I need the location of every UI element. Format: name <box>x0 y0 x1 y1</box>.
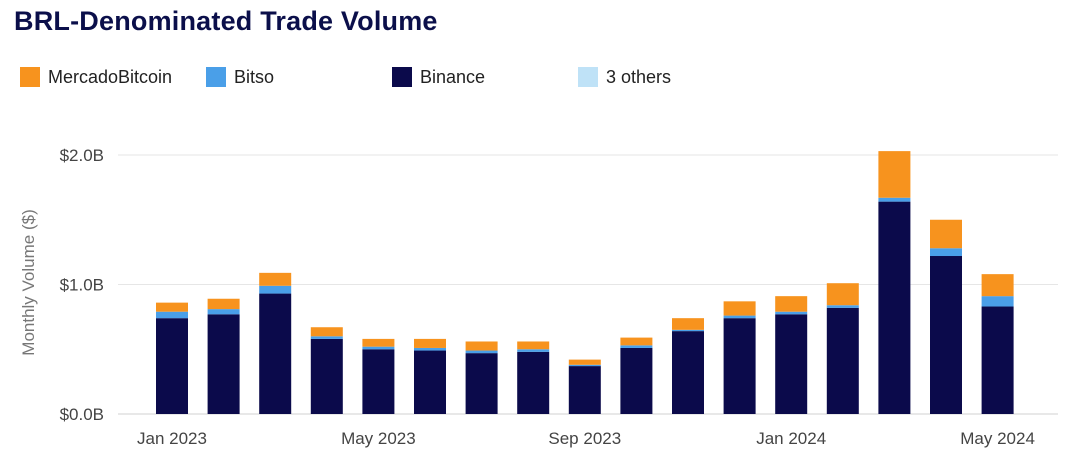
legend-label: MercadoBitcoin <box>48 66 173 87</box>
x-tick-label: Sep 2023 <box>548 429 621 448</box>
bar-segment-mercadobitcoin <box>930 219 962 249</box>
bar-segment-mercadobitcoin <box>465 341 498 351</box>
x-tick-label: Jan 2023 <box>137 429 207 448</box>
bar-segment-mercadobitcoin <box>156 302 188 312</box>
y-axis-label: Monthly Volume ($) <box>19 209 38 355</box>
legend-label: 3 others <box>606 66 672 87</box>
bar-segment-mercadobitcoin <box>414 338 446 348</box>
legend-swatch-mercadobitcoin <box>20 67 40 87</box>
x-tick-label: May 2024 <box>960 429 1035 448</box>
bar-segment-bitso <box>259 285 292 294</box>
bar-segment-mercadobitcoin <box>310 327 343 337</box>
x-tick-label: Jan 2024 <box>756 429 826 448</box>
bar-segment-bitso <box>826 305 859 308</box>
bar-segment-bitso <box>723 315 756 319</box>
bar-segment-binance <box>775 314 808 414</box>
y-tick-label: $2.0B <box>60 146 104 165</box>
legend-label: Binance <box>420 66 486 87</box>
bar-segment-mercadobitcoin <box>517 341 550 350</box>
legend-item-3-others[interactable]: 3 others <box>578 62 671 92</box>
bar-segment-bitso <box>878 197 911 202</box>
bar-segment-mercadobitcoin <box>775 296 808 312</box>
bar-segment-binance <box>156 318 188 414</box>
legend-swatch-binance <box>392 67 412 87</box>
bar-segment-binance <box>620 347 653 414</box>
bar-segment-bitso <box>930 248 962 257</box>
legend-item-mercadobitcoin[interactable]: MercadoBitcoin <box>20 62 172 92</box>
bar-segment-mercadobitcoin <box>620 337 653 346</box>
bar-segment-bitso <box>775 311 808 315</box>
bar-segment-binance <box>465 353 498 414</box>
bar-segment-bitso <box>981 296 1014 307</box>
bar-segment-binance <box>362 349 395 414</box>
bar-segment-binance <box>517 351 550 414</box>
bar-segment-bitso <box>517 349 550 352</box>
bar-segment-bitso <box>465 350 498 354</box>
bar-segment-bitso <box>207 309 240 315</box>
bar-segment-mercadobitcoin <box>878 151 911 198</box>
bar-segment-binance <box>672 331 704 414</box>
bar-segment-mercadobitcoin <box>672 318 704 330</box>
legend-item-binance[interactable]: Binance <box>392 62 485 92</box>
bar-segment-mercadobitcoin <box>207 298 240 310</box>
bar-segment-bitso <box>310 336 343 339</box>
bar-segment-binance <box>878 201 911 414</box>
bar-segment-mercadobitcoin <box>362 338 395 347</box>
legend: MercadoBitcoin Bitso Binance 3 others <box>0 62 1080 92</box>
bar-segment-bitso <box>672 329 704 332</box>
bar-segment-bitso <box>156 311 188 319</box>
bar-segment-binance <box>930 256 962 414</box>
y-tick-label: $1.0B <box>60 276 104 295</box>
bar-segment-bitso <box>362 346 395 350</box>
bar-segment-mercadobitcoin <box>259 272 292 286</box>
bar-segment-binance <box>310 338 343 414</box>
y-tick-label: $0.0B <box>60 405 104 424</box>
bar-segment-binance <box>723 318 756 414</box>
bar-segment-bitso <box>414 347 446 351</box>
bar-segment-mercadobitcoin <box>981 274 1014 297</box>
bar-segment-bitso <box>620 345 653 348</box>
x-tick-label: May 2023 <box>341 429 416 448</box>
bar-segment-mercadobitcoin <box>826 283 859 306</box>
legend-label: Bitso <box>234 66 275 87</box>
chart-title: BRL-Denominated Trade Volume <box>14 6 438 36</box>
bar-segment-binance <box>414 350 446 414</box>
bar-segment-binance <box>207 314 240 414</box>
bar-segment-bitso <box>568 364 601 367</box>
legend-swatch-bitso <box>206 67 226 87</box>
legend-swatch-3-others <box>578 67 598 87</box>
bar-segment-binance <box>826 307 859 414</box>
bar-segment-mercadobitcoin <box>568 359 601 365</box>
bar-segment-binance <box>568 366 601 414</box>
bar-segment-mercadobitcoin <box>723 301 756 316</box>
bar-segment-binance <box>981 306 1014 414</box>
bar-segment-binance <box>259 293 292 414</box>
legend-item-bitso[interactable]: Bitso <box>206 62 274 92</box>
